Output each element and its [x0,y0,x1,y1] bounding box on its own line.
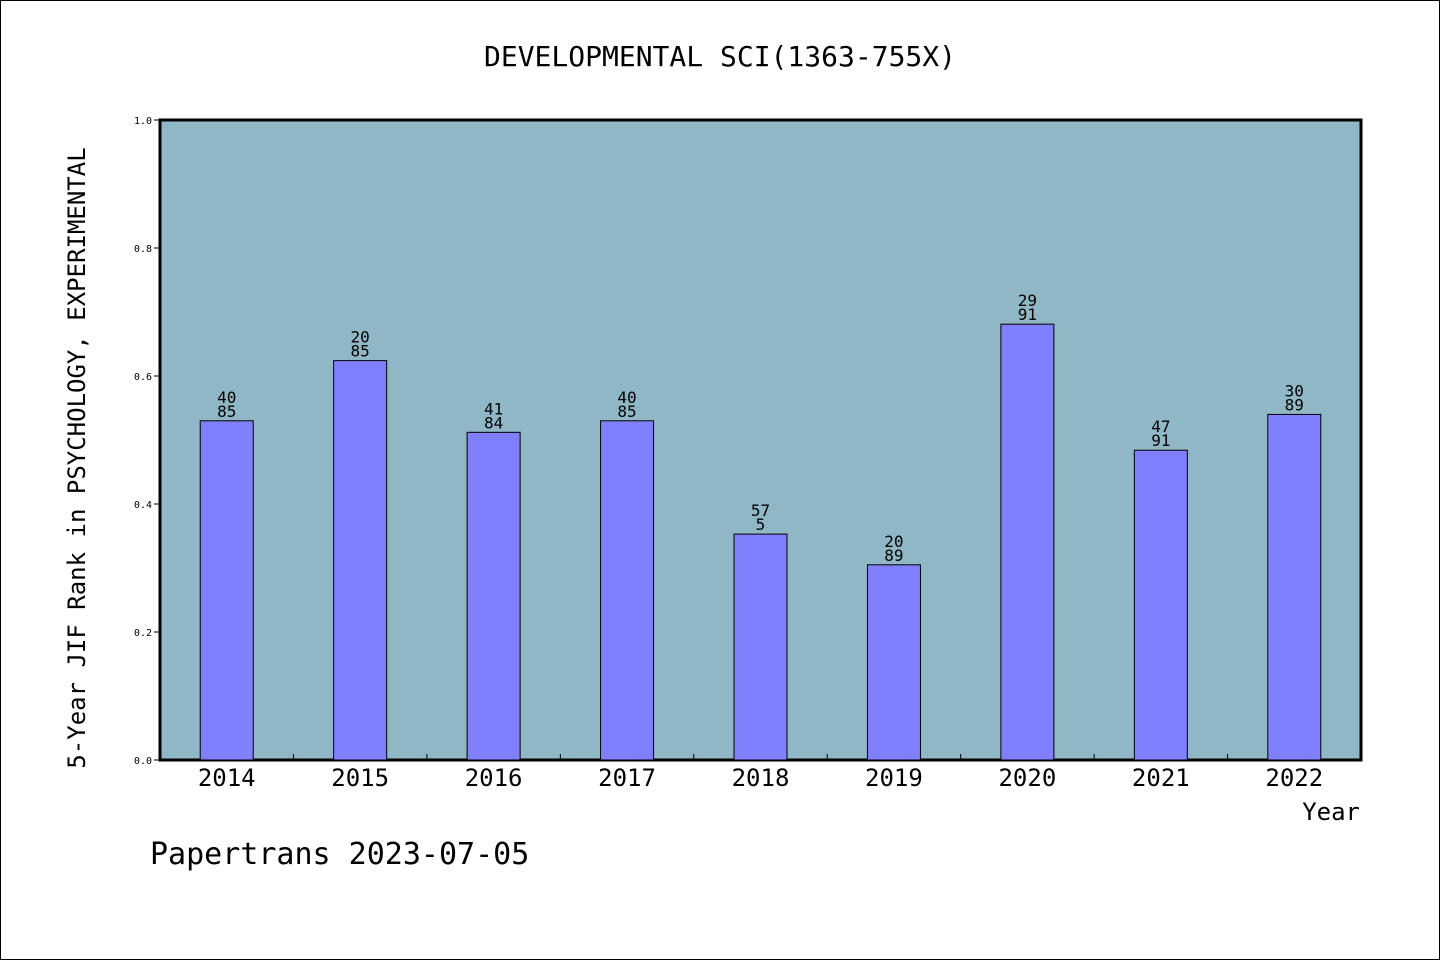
bar-2020 [1000,323,1055,761]
bar-2017 [600,420,655,761]
y-tick-label: 0.8 [134,244,152,255]
y-tick-label: 1.0 [134,116,152,127]
chart-title: DEVELOPMENTAL SCI(1363-755X) [484,40,956,73]
x-tick-label: 2021 [1132,764,1190,792]
bar-label: 5 [756,515,766,534]
bar-label: 20 [351,328,370,347]
y-tick-label: 0.0 [134,756,152,767]
bar-label: 85 [617,402,636,421]
x-axis-label: Year [1302,798,1360,826]
bar-label: 84 [484,413,503,432]
bar-label: 91 [1151,431,1170,450]
bar-label: 47 [1151,417,1170,436]
footer-credit: Papertrans 2023-07-05 [150,837,529,872]
bar-label: 30 [1285,381,1304,400]
y-tick-label: 0.4 [134,500,152,511]
bar-label: 85 [217,402,236,421]
bar-label: 85 [351,342,370,361]
bar-label: 89 [1285,395,1304,414]
x-tick-label: 2015 [331,764,389,792]
bar-label: 20 [884,532,903,551]
bar-label: 57 [751,501,770,520]
bar-2021 [1133,449,1188,761]
x-tick-label: 2018 [732,764,790,792]
y-axis: 0.0 0.2 0.4 0.6 0.8 1.0 [134,116,160,767]
bar-label: 40 [617,388,636,407]
bar-label: 41 [484,399,503,418]
x-tick-label: 2014 [198,764,256,792]
bar-label: 91 [1018,305,1037,324]
y-tick-label: 0.2 [134,628,152,639]
bar-2022 [1267,413,1322,761]
bar-label: 89 [884,546,903,565]
bar-2014 [199,420,254,761]
bar-label: 29 [1018,291,1037,310]
bars [199,323,1322,761]
bar-2019 [866,564,921,761]
x-tick-label: 2022 [1265,764,1323,792]
y-tick-label: 0.6 [134,372,152,383]
bar-2018 [733,533,788,761]
bar-2016 [466,431,521,761]
x-axis: 2014 2015 2016 2017 2018 2019 2020 2021 2022 [198,754,1323,792]
bar-2015 [333,360,388,761]
x-tick-label: 2020 [998,764,1056,792]
x-tick-label: 2019 [865,764,923,792]
bar-label: 40 [217,388,236,407]
y-axis-label: 5-Year JIF Rank in PSYCHOLOGY, EXPERIMEN… [63,147,91,768]
x-tick-label: 2017 [598,764,656,792]
x-tick-label: 2016 [465,764,523,792]
